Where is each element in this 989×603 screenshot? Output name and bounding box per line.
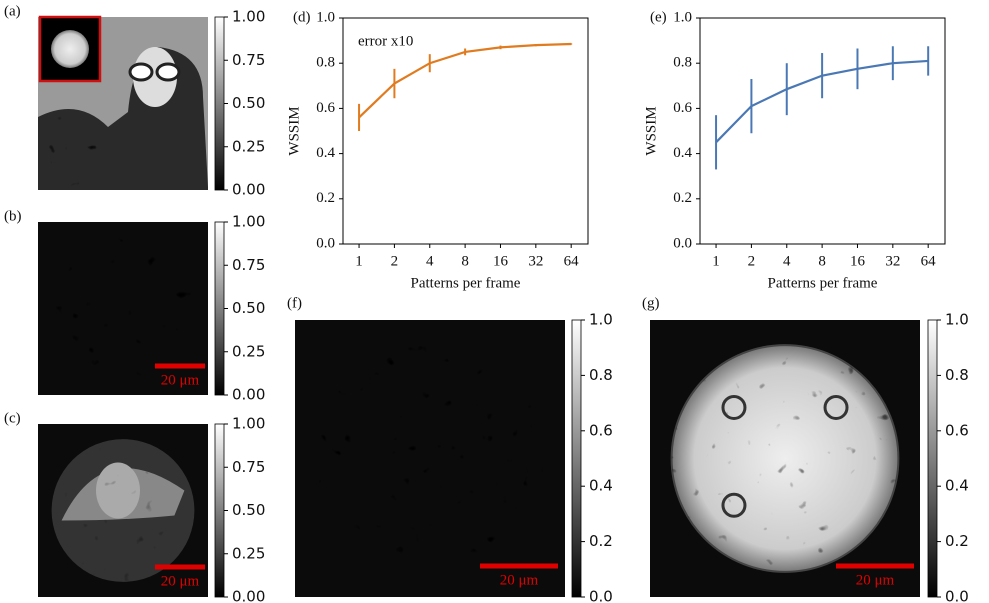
colorbar <box>214 16 225 191</box>
colorbar-tick-label: 0.2 <box>945 532 969 550</box>
colorbar-tick-label: 0.0 <box>945 588 969 603</box>
colorbar-tick-label: 0.50 <box>232 94 265 112</box>
colorbar <box>927 319 938 598</box>
scale-bar-label: 20 μm <box>161 372 200 388</box>
y-tick-label: 0.8 <box>316 55 335 71</box>
x-tick-label: 8 <box>461 253 469 269</box>
line <box>715 59 929 144</box>
colorbar-tick-label: 0.75 <box>232 256 265 274</box>
scale-bar-label: 20 μm <box>500 572 539 588</box>
colorbar-tick-label: 0.6 <box>945 421 969 439</box>
colorbar-tick-label: 0.25 <box>232 342 265 360</box>
x-axis-label: Patterns per frame <box>768 275 878 291</box>
colorbar-tick-label: 0.6 <box>589 421 613 439</box>
line <box>358 42 572 119</box>
y-tick-label: 0.2 <box>673 190 692 206</box>
colorbar-tick-label: 0.00 <box>232 181 265 199</box>
image-texture <box>51 439 195 582</box>
colorbar-tick-label: 0.50 <box>232 299 265 317</box>
x-tick-label: 1 <box>712 253 720 269</box>
scale-bar-label: 20 μm <box>856 572 895 588</box>
x-tick-label: 4 <box>426 253 434 269</box>
image-ring <box>721 394 747 420</box>
colorbar <box>571 319 582 598</box>
colorbar-tick-label: 0.00 <box>232 588 265 603</box>
image-disc <box>316 345 544 572</box>
x-tick-label: 4 <box>783 253 791 269</box>
colorbar-tick-label: 0.00 <box>232 386 265 404</box>
plot-frame <box>699 17 946 245</box>
x-tick-label: 32 <box>885 253 900 269</box>
image-goggle <box>128 62 154 82</box>
colorbar-tick-label: 0.25 <box>232 544 265 562</box>
inset <box>38 15 102 83</box>
x-tick-label: 64 <box>564 253 580 269</box>
x-tick-label: 2 <box>748 253 756 269</box>
y-tick-label: 1.0 <box>316 9 335 25</box>
x-tick-label: 8 <box>818 253 826 269</box>
panel-label: (e) <box>650 9 667 25</box>
image-disc <box>51 237 195 380</box>
colorbar-tick-label: 0.4 <box>589 477 613 495</box>
panel-label: (g) <box>642 295 660 311</box>
y-tick-label: 0.6 <box>673 100 692 116</box>
colorbar-tick-label: 0.4 <box>945 477 969 495</box>
colorbar-tick-label: 0.8 <box>589 366 613 384</box>
y-tick-label: 0.8 <box>673 55 692 71</box>
x-tick-label: 64 <box>921 253 937 269</box>
annotation: error x10 <box>358 33 413 49</box>
x-tick-label: 16 <box>493 253 509 269</box>
image-face <box>133 47 177 107</box>
x-axis-label: Patterns per frame <box>411 275 521 291</box>
y-tick-label: 0.2 <box>316 190 335 206</box>
colorbar-tick-label: 0.2 <box>589 532 613 550</box>
colorbar-tick-label: 1.00 <box>232 8 265 26</box>
x-tick-label: 2 <box>391 253 399 269</box>
image-texture <box>671 345 899 572</box>
y-axis-label: WSSIM <box>286 106 302 155</box>
colorbar-tick-label: 1.00 <box>232 213 265 231</box>
panel-label: (d) <box>293 9 311 25</box>
x-tick-label: 1 <box>355 253 363 269</box>
colorbar-tick-label: 0.75 <box>232 458 265 476</box>
colorbar-tick-label: 1.0 <box>945 311 969 329</box>
colorbar-tick-label: 0.50 <box>232 501 265 519</box>
panel-label: (f) <box>287 295 302 311</box>
y-tick-label: 0.4 <box>316 145 335 161</box>
image-ring <box>721 492 747 518</box>
y-tick-label: 0.0 <box>316 235 335 251</box>
colorbar-tick-label: 0.75 <box>232 51 265 69</box>
y-axis-label: WSSIM <box>643 106 659 155</box>
y-tick-label: 1.0 <box>673 9 692 25</box>
colorbar-tick-label: 1.0 <box>589 311 613 329</box>
panel-label: (c) <box>4 410 21 426</box>
panel-label: (b) <box>4 208 22 224</box>
image-ring <box>823 394 849 420</box>
inset-disc <box>51 30 89 68</box>
image-texture <box>38 102 98 190</box>
colorbar <box>214 423 225 598</box>
scale-bar-label: 20 μm <box>161 573 200 589</box>
colorbar-tick-label: 0.0 <box>589 588 613 603</box>
y-tick-label: 0.4 <box>673 145 692 161</box>
x-tick-label: 16 <box>850 253 866 269</box>
y-tick-label: 0.6 <box>316 100 335 116</box>
panel-label: (a) <box>4 3 21 19</box>
image-goggle <box>155 62 181 82</box>
colorbar-tick-label: 0.25 <box>232 137 265 155</box>
x-tick-label: 32 <box>528 253 543 269</box>
colorbar <box>214 221 225 396</box>
colorbar-tick-label: 1.00 <box>232 415 265 433</box>
y-tick-label: 0.0 <box>673 235 692 251</box>
colorbar-tick-label: 0.8 <box>945 366 969 384</box>
